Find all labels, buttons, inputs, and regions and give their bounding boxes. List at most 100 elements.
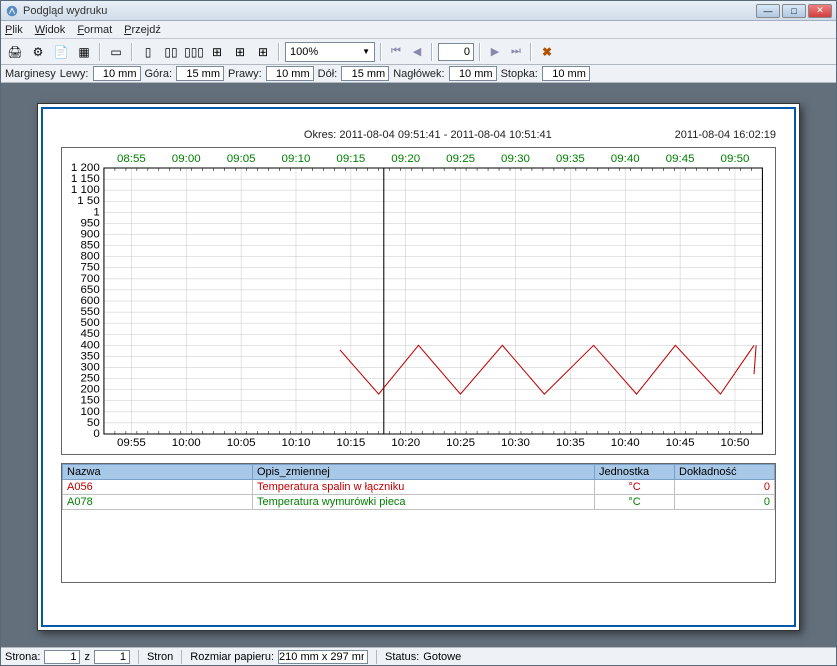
zoom-value: 100%: [290, 46, 318, 58]
svg-text:900: 900: [81, 229, 100, 241]
svg-text:10:45: 10:45: [666, 437, 695, 449]
variables-table: Nazwa Opis_zmiennej Jednostka Dokładność…: [62, 464, 775, 510]
chart: 0501001502002503003504004505005506006507…: [61, 147, 776, 455]
multi-page-icon[interactable]: ⊞: [253, 42, 273, 62]
svg-text:500: 500: [81, 317, 100, 329]
toolbar: 🖨 ⚙ 📄 ▦ ▭ ▯ ▯▯ ▯▯▯ ⊞ ⊞ ⊞ 100% ▼ ⏮ ◀ ▶ ⏭ …: [1, 39, 836, 65]
menu-widok[interactable]: Widok: [35, 24, 66, 36]
print-setup-icon[interactable]: ⚙: [28, 42, 48, 62]
table-row: A078Temperatura wymurówki pieca°C0: [63, 495, 775, 510]
col-jednostka: Jednostka: [595, 465, 675, 480]
print-icon[interactable]: 🖨: [5, 42, 25, 62]
margin-footer-input[interactable]: [542, 66, 590, 81]
svg-text:09:10: 09:10: [282, 153, 311, 165]
menu-format[interactable]: Format: [77, 24, 112, 36]
statusbar: Strona: z Stron Rozmiar papieru: Status:…: [1, 647, 836, 665]
status-z-label: z: [84, 651, 90, 663]
svg-text:0: 0: [93, 428, 99, 440]
svg-text:550: 550: [81, 306, 100, 318]
status-rozmiar-value: [278, 650, 368, 664]
four-page-icon[interactable]: ⊞: [207, 42, 227, 62]
margin-footer-label: Stopka:: [501, 68, 538, 80]
status-rozmiar-label: Rozmiar papieru:: [190, 651, 274, 663]
svg-text:10:40: 10:40: [611, 437, 640, 449]
svg-text:09:05: 09:05: [227, 153, 256, 165]
margin-top-input[interactable]: [176, 66, 224, 81]
prev-page-icon[interactable]: ◀: [408, 43, 426, 61]
titlebar[interactable]: Podgląd wydruku — □ ✕: [1, 1, 836, 21]
table-row: A056Temperatura spalin w łączniku°C0: [63, 480, 775, 495]
svg-text:450: 450: [81, 328, 100, 340]
page-number-input[interactable]: [438, 43, 474, 61]
margin-bottom-input[interactable]: [341, 66, 389, 81]
maximize-button[interactable]: □: [782, 4, 806, 18]
margin-bottom-label: Dół:: [318, 68, 338, 80]
svg-text:10:10: 10:10: [282, 437, 311, 449]
svg-text:1 50: 1 50: [77, 195, 99, 207]
report-period: Okres: 2011-08-04 09:51:41 - 2011-08-04 …: [181, 129, 675, 141]
margin-header-input[interactable]: [449, 66, 497, 81]
svg-text:700: 700: [81, 273, 100, 285]
menu-przejdz[interactable]: Przejdź: [124, 24, 161, 36]
page-setup-icon[interactable]: 📄: [51, 42, 71, 62]
one-page-icon[interactable]: ▯: [138, 42, 158, 62]
fit-page-icon[interactable]: ▭: [106, 42, 126, 62]
grid-icon[interactable]: ▦: [74, 42, 94, 62]
menubar: Plik Widok Format Przejdź: [1, 21, 836, 39]
svg-text:08:55: 08:55: [117, 153, 146, 165]
margin-right-input[interactable]: [266, 66, 314, 81]
svg-text:1 150: 1 150: [71, 173, 100, 185]
svg-text:300: 300: [81, 362, 100, 374]
svg-text:10:25: 10:25: [446, 437, 475, 449]
status-strona-value[interactable]: [44, 650, 80, 664]
svg-text:250: 250: [81, 373, 100, 385]
minimize-button[interactable]: —: [756, 4, 780, 18]
svg-text:10:05: 10:05: [227, 437, 256, 449]
svg-text:800: 800: [81, 251, 100, 263]
margin-left-label: Lewy:: [60, 68, 89, 80]
margins-label: Marginesy: [5, 68, 56, 80]
status-status-value: Gotowe: [423, 651, 461, 663]
svg-text:09:45: 09:45: [666, 153, 695, 165]
col-dokladnosc: Dokładność: [675, 465, 775, 480]
svg-text:10:15: 10:15: [336, 437, 365, 449]
svg-text:150: 150: [81, 395, 100, 407]
svg-text:1: 1: [93, 207, 99, 219]
close-preview-icon[interactable]: ✖: [537, 42, 557, 62]
col-nazwa: Nazwa: [63, 465, 253, 480]
page: Okres: 2011-08-04 09:51:41 - 2011-08-04 …: [37, 103, 800, 631]
svg-text:1 200: 1 200: [71, 162, 100, 174]
svg-text:600: 600: [81, 295, 100, 307]
svg-text:10:00: 10:00: [172, 437, 201, 449]
svg-text:850: 850: [81, 240, 100, 252]
svg-text:09:30: 09:30: [501, 153, 530, 165]
margin-top-label: Góra:: [145, 68, 173, 80]
two-page-icon[interactable]: ▯▯: [161, 42, 181, 62]
dropdown-arrow-icon: ▼: [362, 47, 370, 56]
zoom-select[interactable]: 100% ▼: [285, 42, 375, 62]
svg-text:10:20: 10:20: [391, 437, 420, 449]
first-page-icon[interactable]: ⏮: [387, 43, 405, 61]
three-page-icon[interactable]: ▯▯▯: [184, 42, 204, 62]
svg-text:100: 100: [81, 406, 100, 418]
svg-text:10:35: 10:35: [556, 437, 585, 449]
menu-plik[interactable]: Plik: [5, 24, 23, 36]
svg-text:09:50: 09:50: [721, 153, 750, 165]
svg-text:09:25: 09:25: [446, 153, 475, 165]
status-z-value: [94, 650, 130, 664]
print-preview-window: Podgląd wydruku — □ ✕ Plik Widok Format …: [0, 0, 837, 666]
svg-text:10:50: 10:50: [721, 437, 750, 449]
svg-text:09:20: 09:20: [391, 153, 420, 165]
status-stron-label: Stron: [147, 651, 173, 663]
report-timestamp: 2011-08-04 16:02:19: [675, 129, 776, 141]
svg-text:09:00: 09:00: [172, 153, 201, 165]
close-button[interactable]: ✕: [808, 4, 832, 18]
svg-text:09:35: 09:35: [556, 153, 585, 165]
preview-area: Okres: 2011-08-04 09:51:41 - 2011-08-04 …: [1, 83, 836, 647]
last-page-icon[interactable]: ⏭: [507, 43, 525, 61]
svg-text:350: 350: [81, 351, 100, 363]
six-page-icon[interactable]: ⊞: [230, 42, 250, 62]
margin-right-label: Prawy:: [228, 68, 262, 80]
next-page-icon[interactable]: ▶: [486, 43, 504, 61]
margin-left-input[interactable]: [93, 66, 141, 81]
